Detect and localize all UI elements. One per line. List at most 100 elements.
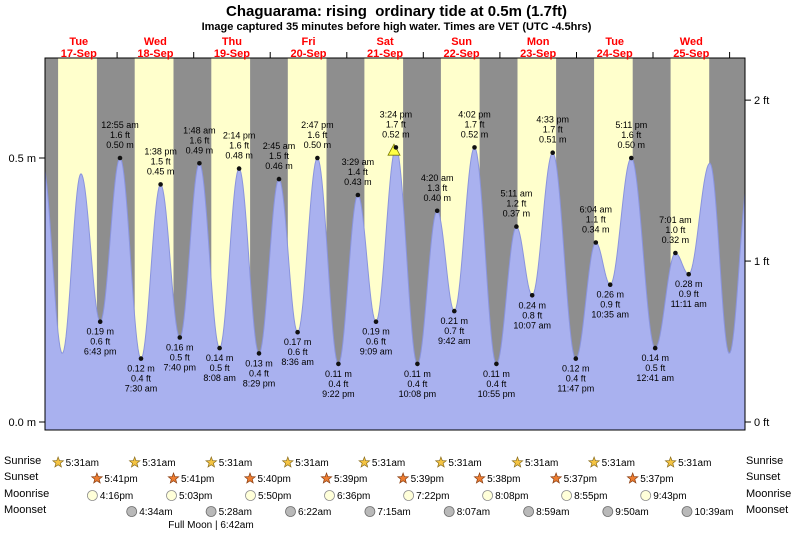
svg-text:9:42 am: 9:42 am [438,336,471,346]
sunrise-star-icon [128,456,141,468]
date-label-dow: Sun [451,36,472,48]
svg-text:0.7 ft: 0.7 ft [444,326,465,336]
sunrise-star-icon [587,456,601,468]
svg-text:0.4 ft: 0.4 ft [328,379,349,389]
left-axis-label: 0.0 m [8,417,36,429]
sunrise-time: 5:31am [678,458,711,469]
moonset-row-label-left: Moonset [4,504,47,516]
svg-text:6:04 am: 6:04 am [580,205,613,215]
sunrise-time: 5:31am [525,458,558,469]
svg-text:1.3 ft: 1.3 ft [427,183,448,193]
tide-extreme-label: 2:47 pm1.6 ft0.50 m [301,120,334,150]
svg-text:0.17 m: 0.17 m [284,337,312,347]
tide-extreme-label: 0.17 m0.6 ft8:36 am [281,337,314,367]
svg-text:0.50 m: 0.50 m [304,140,332,150]
moonset-time: 4:34am [139,507,172,518]
tide-extreme-label: 0.16 m0.5 ft7:40 pm [164,343,197,373]
svg-text:0.46 m: 0.46 m [265,161,293,171]
svg-text:0.9 ft: 0.9 ft [679,289,700,299]
tide-extreme-label: 0.21 m0.7 ft9:42 am [438,316,471,346]
tide-extreme-label: 5:11 pm1.6 ft0.50 m [615,120,647,150]
tide-extreme-dot [472,145,477,150]
moonrise-time: 5:50pm [258,491,291,502]
sunrise-star-icon [664,456,677,468]
moonset-time: 8:59am [536,507,569,518]
tide-extreme-dot [236,166,242,171]
tide-extreme-dot [138,356,144,361]
svg-text:0.11 m: 0.11 m [404,369,431,379]
left-axis-label: 0.5 m [8,153,36,165]
sunrise-row-label-left: Sunrise [4,455,42,467]
sunrise-time: 5:31am [602,458,635,469]
sunrise-star-icon [358,456,371,468]
tide-extreme-dot [276,176,282,182]
svg-text:12:41 am: 12:41 am [636,373,674,383]
svg-text:0.51 m: 0.51 m [539,135,567,145]
date-label-date: 20-Sep [290,48,326,60]
tide-extreme-label: 3:29 am1.4 ft0.43 m [342,157,375,187]
svg-text:1.6 ft: 1.6 ft [621,130,642,140]
sunset-star-icon [626,472,639,484]
svg-text:0.11 m: 0.11 m [483,369,510,379]
svg-text:0.8 ft: 0.8 ft [522,310,543,320]
svg-text:0.14 m: 0.14 m [206,353,234,363]
tide-extreme-dot [393,145,399,150]
sunset-star-icon [90,472,104,484]
tide-extreme-dot [673,250,678,256]
svg-text:0.12 m: 0.12 m [562,364,590,374]
svg-text:0.21 m: 0.21 m [441,316,469,326]
moonset-time: 9:50am [615,507,648,518]
tide-extreme-label: 12:55 am1.6 ft0.50 m [101,120,139,150]
date-label-date: 23-Sep [520,48,556,60]
moonset-icon [523,506,534,517]
tide-extreme-label: 0.19 m0.6 ft6:43 pm [84,327,117,357]
svg-text:11:47 pm: 11:47 pm [557,384,594,394]
svg-text:10:55 pm: 10:55 pm [478,389,516,399]
sunrise-time: 5:31am [295,458,328,469]
svg-text:7:01 am: 7:01 am [659,215,692,225]
svg-text:5:11 pm: 5:11 pm [615,120,647,130]
date-label-date: 24-Sep [597,48,633,60]
svg-text:2:47 pm: 2:47 pm [301,120,334,130]
svg-text:0.6 ft: 0.6 ft [366,337,387,347]
date-label-dow: Tue [69,36,88,48]
svg-text:8:29 pm: 8:29 pm [243,378,276,388]
tide-extreme-dot [97,319,103,325]
tide-extreme-dot [177,335,183,340]
svg-text:4:20 am: 4:20 am [421,173,454,183]
svg-text:4:33 pm: 4:33 pm [536,115,569,125]
moonrise-icon [166,490,177,501]
svg-text:10:07 am: 10:07 am [513,320,551,330]
moonset-time: 8:07am [457,507,490,518]
sunrise-row-label-right: Sunrise [746,455,784,467]
moonrise-icon [87,490,98,501]
moonset-icon [681,506,693,517]
svg-text:0.5 ft: 0.5 ft [170,353,191,363]
date-label-dow: Wed [680,36,703,48]
tide-extreme-label: 0.12 m0.4 ft7:30 am [125,364,158,394]
svg-text:1.4 ft: 1.4 ft [348,167,369,177]
current-time-marker [387,143,401,156]
moonset-row-label-right: Moonset [746,504,789,516]
svg-text:0.43 m: 0.43 m [344,177,372,187]
svg-text:0.6 ft: 0.6 ft [288,347,309,357]
moonrise-icon [482,490,494,501]
svg-text:0.9 ft: 0.9 ft [600,300,621,310]
moonrise-time: 5:03pm [179,491,212,502]
moonrise-time: 8:55pm [574,491,607,502]
svg-text:1.0 ft: 1.0 ft [665,225,686,235]
page-subtitle: Image captured 35 minutes before high wa… [201,21,592,33]
moonrise-icon [324,490,335,501]
tide-extreme-label: 0.13 m0.4 ft8:29 pm [243,358,276,388]
sunrise-time: 5:31am [372,458,405,469]
svg-text:0.4 ft: 0.4 ft [131,374,152,384]
tide-extreme-dot [550,150,555,155]
svg-text:1.7 ft: 1.7 ft [386,119,407,129]
moonset-icon [285,506,296,517]
sunset-star-icon [320,472,333,484]
date-label-dow: Thu [222,36,242,48]
moonset-icon [364,506,376,517]
moonrise-icon [561,490,572,501]
tide-extreme-label: 5:11 am1.2 ft0.37 m [500,189,532,219]
